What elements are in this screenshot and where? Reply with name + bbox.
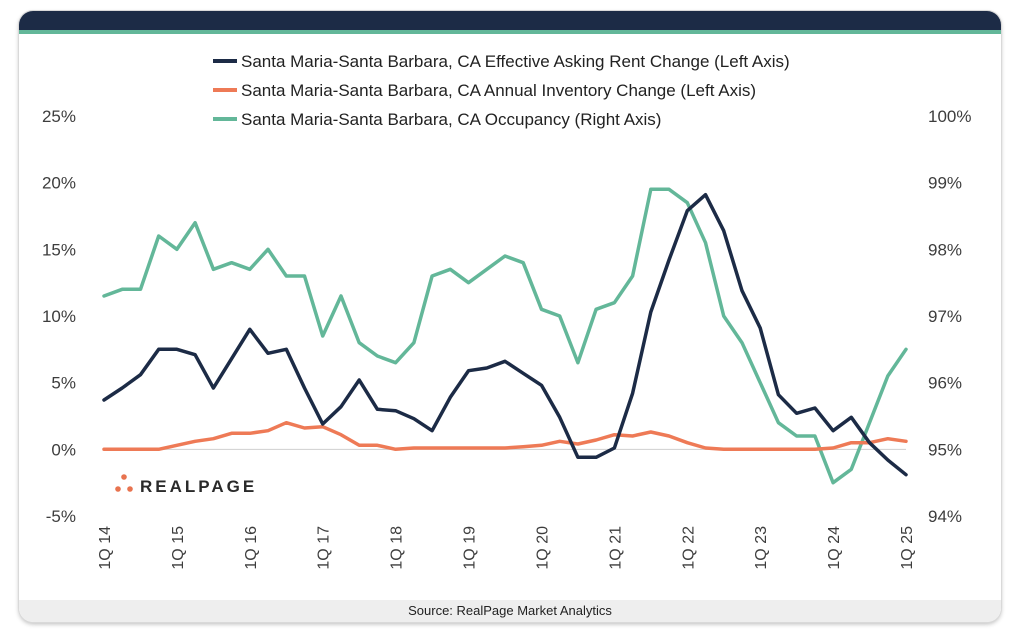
right-axis-tick-label: 97% <box>928 307 962 326</box>
occupancy-line <box>102 187 908 485</box>
left-axis-tick-label: 25% <box>42 107 76 126</box>
x-axis-tick-label: 1Q 21 <box>607 526 624 570</box>
left-axis-tick-label: 0% <box>51 440 76 459</box>
x-axis-tick-label: 1Q 18 <box>389 526 406 570</box>
inventory-change-line <box>102 420 908 452</box>
x-axis-tick-label: 1Q 22 <box>680 526 697 570</box>
right-axis-tick-label: 95% <box>928 440 962 459</box>
header-band <box>19 11 1001 30</box>
left-axis-tick-label: 15% <box>42 240 76 259</box>
rent-change-line <box>102 192 908 477</box>
x-axis-tick-label: 1Q 25 <box>899 526 916 570</box>
logo-mark-icon <box>115 474 133 492</box>
legend: Santa Maria-Santa Barbara, CA Effective … <box>213 52 790 129</box>
right-axis-tick-label: 100% <box>928 107 971 126</box>
left-axis-tick-label: -5% <box>46 507 76 526</box>
x-axis-tick-label: 1Q 17 <box>316 526 333 570</box>
logo-text: REALPAGE <box>140 477 257 496</box>
x-axis-tick-label: 1Q 24 <box>826 526 843 570</box>
right-axis: 94% 95% 96% 97% 98% 99% 100% <box>928 107 971 526</box>
x-axis-tick-label: 1Q 19 <box>462 526 479 570</box>
left-axis-tick-label: 10% <box>42 307 76 326</box>
x-axis-tick-label: 1Q 20 <box>534 526 551 570</box>
right-axis-tick-label: 96% <box>928 374 962 393</box>
series-lines <box>102 187 908 485</box>
x-axis-tick-label: 1Q 23 <box>753 526 770 570</box>
left-axis: -5% 0% 5% 10% 15% 20% 25% <box>42 107 76 526</box>
right-axis-tick-label: 99% <box>928 174 962 193</box>
legend-label: Santa Maria-Santa Barbara, CA Effective … <box>241 52 790 71</box>
source-note: Source: RealPage Market Analytics <box>19 600 1001 622</box>
left-axis-tick-label: 20% <box>42 174 76 193</box>
right-axis-tick-label: 94% <box>928 507 962 526</box>
right-axis-tick-label: 98% <box>928 240 962 259</box>
legend-label: Santa Maria-Santa Barbara, CA Occupancy … <box>241 110 661 129</box>
x-axis-tick-label: 1Q 15 <box>170 526 187 570</box>
x-axis-tick-label: 1Q 14 <box>97 526 114 570</box>
realpage-logo: REALPAGE <box>115 474 257 496</box>
x-axis: 1Q 14 1Q 15 1Q 16 1Q 17 1Q 18 1Q 19 1Q 20 1Q 21… <box>97 526 916 570</box>
left-axis-tick-label: 5% <box>51 374 76 393</box>
legend-label: Santa Maria-Santa Barbara, CA Annual Inv… <box>241 81 756 100</box>
chart-card: Source: RealPage Market Analytics <box>19 11 1001 622</box>
x-axis-tick-label: 1Q 16 <box>243 526 260 570</box>
header-accent-band <box>19 30 1001 34</box>
